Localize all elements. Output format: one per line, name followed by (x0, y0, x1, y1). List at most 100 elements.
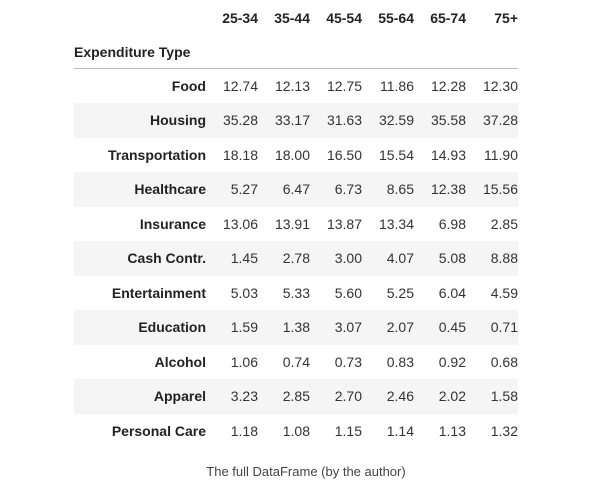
table-cell: 1.18 (230, 422, 258, 439)
table-cell: 13.34 (378, 215, 414, 232)
table-cell: 0.92 (438, 353, 466, 370)
table-cell: 12.28 (430, 78, 466, 94)
table-cell: 11.86 (380, 78, 414, 94)
table-cell: 0.74 (282, 353, 310, 370)
table-cell: 2.85 (490, 215, 518, 232)
table-cell: 1.06 (230, 353, 258, 370)
table-cell: 12.30 (482, 78, 518, 94)
table-cell: 2.70 (334, 388, 362, 405)
table-cell: 2.78 (282, 250, 310, 267)
table-cell: 0.71 (490, 319, 518, 336)
table-cell: 0.83 (386, 353, 414, 370)
table-row: Education 1.59 1.38 3.07 2.07 0.45 0.71 (74, 310, 518, 345)
dataframe-table: 25-34 35-44 45-54 55-64 65-74 75+ Expend… (74, 0, 518, 448)
table-cell: 5.03 (230, 284, 258, 301)
row-label: Food (171, 78, 206, 94)
table-cell: 1.38 (282, 319, 310, 336)
table-cell: 12.38 (430, 181, 466, 198)
table-cell: 8.88 (490, 250, 518, 267)
table-cell: 2.07 (386, 319, 414, 336)
table-cell: 12.13 (274, 78, 310, 94)
table-cell: 0.68 (490, 353, 518, 370)
table-cell: 2.46 (386, 388, 414, 405)
table-cell: 3.07 (334, 319, 362, 336)
column-header: 75+ (494, 10, 518, 26)
table-cell: 5.08 (438, 250, 466, 267)
table-cell: 15.54 (378, 146, 414, 163)
table-body: Food 12.74 12.13 12.75 11.86 12.28 12.30 Housin… (74, 69, 518, 449)
row-label: Entertainment (111, 284, 206, 301)
column-header-row: 25-34 35-44 45-54 55-64 65-74 75+ (74, 0, 518, 36)
table-row: Personal Care 1.18 1.08 1.15 1.14 1.13 1.32 (74, 414, 518, 449)
table-cell: 4.59 (490, 284, 518, 301)
column-header: 35-44 (274, 10, 310, 26)
table-cell: 12.74 (222, 78, 258, 94)
row-label: Education (138, 319, 206, 336)
table-cell: 1.45 (230, 250, 258, 267)
table-row: Entertainment 5.03 5.33 5.60 5.25 6.04 4.59 (74, 276, 518, 311)
table-cell: 1.15 (334, 422, 362, 439)
table-cell: 13.91 (274, 215, 310, 232)
table-cell: 13.87 (326, 215, 362, 232)
table-cell: 5.60 (334, 284, 362, 301)
table-row: Food 12.74 12.13 12.75 11.86 12.28 12.30 (74, 69, 518, 104)
table-cell: 6.47 (282, 181, 310, 198)
table-cell: 1.08 (282, 422, 310, 439)
table-cell: 0.73 (334, 353, 362, 370)
table-row: Alcohol 1.06 0.74 0.73 0.83 0.92 0.68 (74, 345, 518, 380)
table-cell: 3.23 (230, 388, 258, 405)
row-label: Healthcare (134, 181, 206, 198)
table-row: Transportation 18.18 18.00 16.50 15.54 14.93 1… (74, 138, 518, 173)
table-row: Insurance 13.06 13.91 13.87 13.34 6.98 2.85 (74, 207, 518, 242)
row-label: Insurance (139, 215, 206, 232)
table-cell: 15.56 (482, 181, 518, 198)
table-cell: 6.98 (438, 215, 466, 232)
table-cell: 4.07 (386, 250, 414, 267)
table-cell: 1.58 (490, 388, 518, 405)
column-header: 25-34 (222, 10, 258, 26)
table-row: Apparel 3.23 2.85 2.70 2.46 2.02 1.58 (74, 379, 518, 414)
table-cell: 3.00 (334, 250, 362, 267)
table-cell: 16.50 (326, 146, 362, 163)
row-label: Apparel (153, 388, 206, 405)
table-row: Cash Contr. 1.45 2.78 3.00 4.07 5.08 8.88 (74, 241, 518, 276)
row-label: Housing (150, 112, 206, 129)
table-cell: 6.04 (438, 284, 466, 301)
table-cell: 13.06 (222, 215, 258, 232)
table-cell: 5.27 (230, 181, 258, 198)
table-cell: 2.02 (438, 388, 466, 405)
table-cell: 6.73 (334, 181, 362, 198)
table-cell: 1.14 (386, 422, 414, 439)
index-header-row: Expenditure Type (74, 36, 518, 69)
table-cell: 11.90 (484, 146, 518, 163)
table-cell: 31.63 (326, 112, 362, 129)
table-cell: 18.18 (222, 146, 258, 163)
table-cell: 5.25 (386, 284, 414, 301)
figure-caption: The full DataFrame (by the author) (206, 464, 406, 479)
table-cell: 18.00 (274, 146, 310, 163)
table-cell: 8.65 (386, 181, 414, 198)
table-cell: 33.17 (274, 112, 310, 129)
table-cell: 35.28 (222, 112, 258, 129)
table-cell: 1.13 (438, 422, 466, 439)
table-cell: 2.85 (282, 388, 310, 405)
column-header: 55-64 (378, 10, 414, 26)
column-header: 45-54 (326, 10, 362, 26)
table-cell: 1.59 (230, 319, 258, 336)
row-label: Alcohol (154, 353, 206, 370)
table-cell: 12.75 (326, 78, 362, 94)
table-cell: 5.33 (282, 284, 310, 301)
table-cell: 1.32 (490, 422, 518, 439)
table-cell: 0.45 (438, 319, 466, 336)
row-label: Transportation (107, 146, 206, 163)
header-corner (74, 0, 206, 36)
index-name: Expenditure Type (74, 44, 191, 60)
column-header: 65-74 (430, 10, 466, 26)
row-label: Cash Contr. (127, 250, 206, 267)
table-row: Housing 35.28 33.17 31.63 32.59 35.58 37.28 (74, 103, 518, 138)
table-cell: 14.93 (430, 146, 466, 163)
table-cell: 35.58 (430, 112, 466, 129)
table-cell: 37.28 (482, 112, 518, 129)
table-cell: 32.59 (378, 112, 414, 129)
